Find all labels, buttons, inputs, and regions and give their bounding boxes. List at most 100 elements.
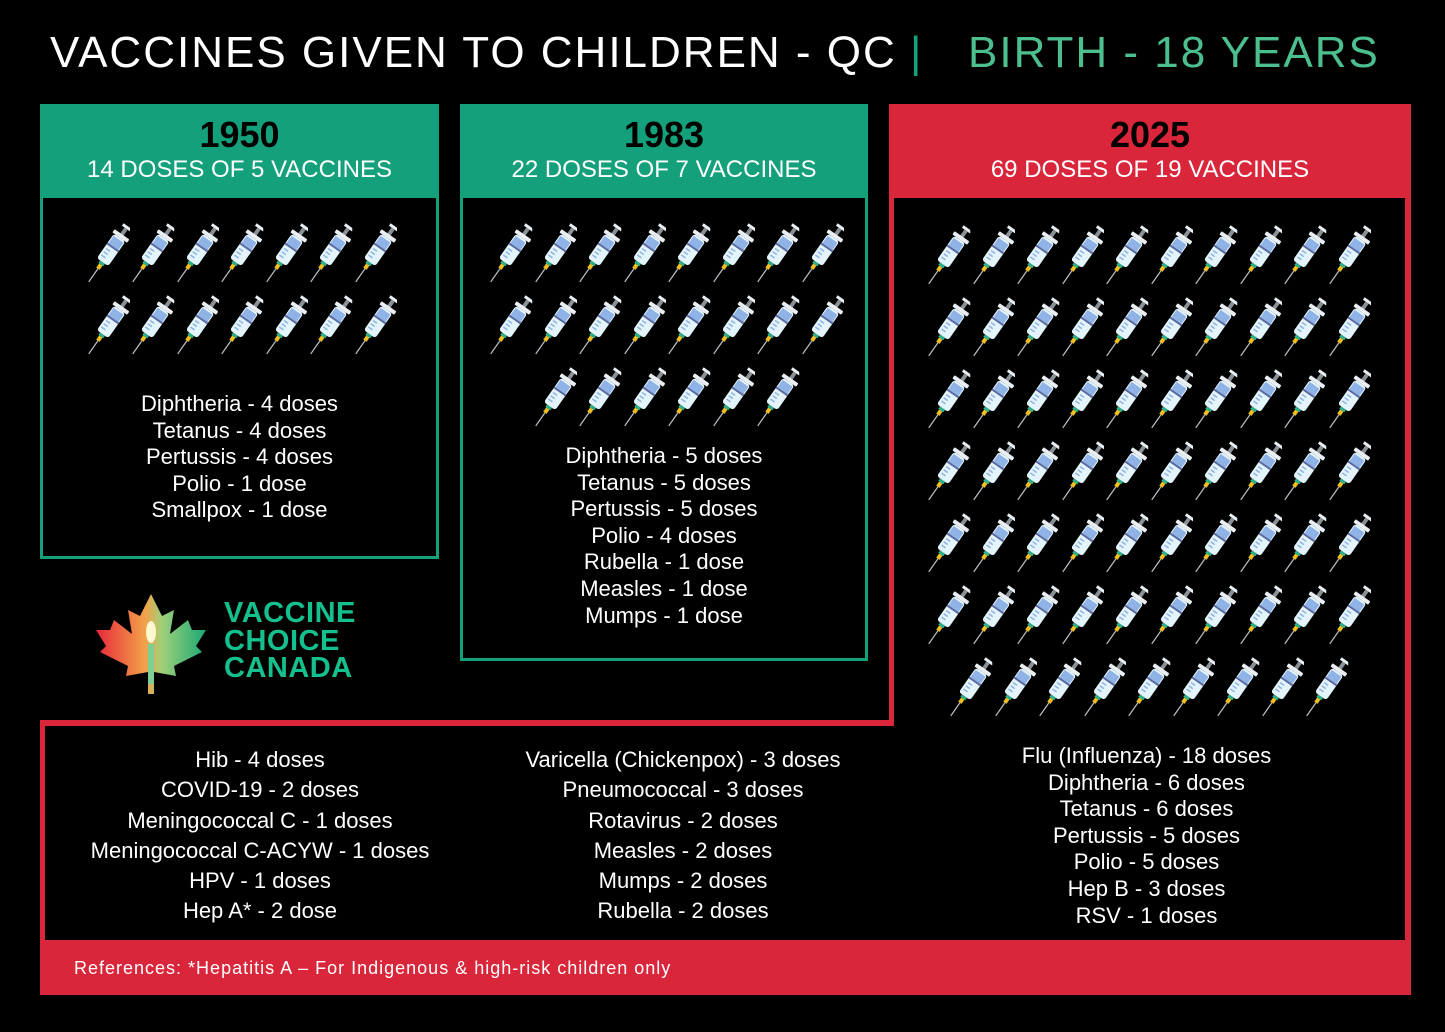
maple-leaf-candle-icon (96, 594, 206, 694)
syringe-icon (1104, 364, 1149, 436)
syringe-icon (1149, 436, 1194, 508)
syringe-icon (926, 580, 971, 652)
panel-year: 1950 (199, 114, 280, 155)
syringe-icon (800, 290, 845, 362)
syringe-grid-2025 (926, 220, 1371, 724)
logo-line: CHOICE (224, 624, 340, 657)
syringe-icon (1149, 580, 1194, 652)
vaccine-list-item: Pertussis - 5 doses (1052, 822, 1241, 848)
logo-line: CANADA (224, 652, 353, 684)
syringe-icon (1282, 364, 1327, 436)
syringe-icon (1193, 508, 1238, 580)
syringe-icon (1149, 508, 1194, 580)
references-note: References: *Hepatitis A – For Indigenou… (74, 958, 672, 978)
syringe-icon (711, 290, 756, 362)
syringe-icon (577, 290, 622, 362)
syringe-icon (86, 218, 131, 290)
syringe-icon (1327, 580, 1372, 652)
syringe-icon (666, 362, 711, 434)
syringe-icon (1126, 652, 1171, 724)
syringe-icon (1060, 364, 1105, 436)
syringe-icon (971, 220, 1016, 292)
syringe-icon (1015, 364, 1060, 436)
syringe-icon (1282, 580, 1327, 652)
vaccine-list-item: Pertussis - 5 doses (570, 496, 758, 522)
vaccine-list-item: Mumps - 1 dose (585, 602, 743, 628)
vaccine-list-2025-col1: Hib - 4 doses COVID-19 - 2 doses Meningoco… (45, 745, 475, 927)
syringe-icon (971, 508, 1016, 580)
syringe-icon (755, 362, 800, 434)
vaccine-list-item: RSV - 1 doses (1075, 902, 1218, 928)
syringe-icon (1015, 508, 1060, 580)
syringe-icon (86, 290, 131, 362)
syringe-icon (926, 220, 971, 292)
syringe-icon (1282, 220, 1327, 292)
syringe-icon (1282, 292, 1327, 364)
syringe-icon (1193, 364, 1238, 436)
panel-summary: 69 DOSES OF 19 VACCINES (990, 156, 1310, 183)
panel-1950-header: 1950 14 DOSES OF 5 VACCINES (40, 104, 439, 184)
vaccine-list-item: HPV - 1 doses (189, 868, 331, 894)
syringe-icon (1193, 292, 1238, 364)
vaccine-list-item: Pertussis - 4 doses (145, 444, 334, 470)
syringe-icon (130, 290, 175, 362)
syringe-icon (622, 218, 667, 290)
syringe-icon (1327, 220, 1372, 292)
title-separator: | (910, 28, 922, 77)
syringe-icon (219, 218, 264, 290)
syringe-icon (993, 652, 1038, 724)
syringe-icon (1104, 580, 1149, 652)
vaccine-list-item: Pneumococcal - 3 doses (562, 777, 804, 803)
syringe-icon (971, 292, 1016, 364)
vaccine-list-item: Polio - 5 doses (1073, 849, 1220, 875)
syringe-icon (1193, 220, 1238, 292)
vaccine-list-2025: Flu (Influenza) - 18 doses Diphtheria - 6… (874, 743, 1419, 929)
syringe-icon (622, 290, 667, 362)
syringe-icon (711, 362, 756, 434)
syringe-icon (971, 436, 1016, 508)
syringe-icon (800, 218, 845, 290)
syringe-icon (1104, 508, 1149, 580)
syringe-grid-1950 (84, 218, 399, 362)
vaccine-list-item: Tetanus - 4 doses (152, 417, 327, 443)
vaccine-list-item: Diphtheria - 5 doses (565, 443, 763, 468)
vaccine-list-item: Diphtheria - 6 doses (1048, 769, 1245, 795)
syringe-icon (1193, 436, 1238, 508)
syringe-icon (622, 362, 667, 434)
syringe-icon (264, 218, 309, 290)
panel-year: 1983 (623, 114, 705, 155)
syringe-icon (130, 218, 175, 290)
vaccine-list-item: Rubella - 1 dose (583, 549, 745, 575)
syringe-icon (1149, 220, 1194, 292)
syringe-icon (926, 508, 971, 580)
panel-1983-header: 1983 22 DOSES OF 7 VACCINES (460, 104, 868, 184)
syringe-icon (666, 218, 711, 290)
vaccine-list-1983: Diphtheria - 5 doses Tetanus - 5 doses Per… (463, 443, 865, 629)
syringe-icon (353, 218, 398, 290)
syringe-icon (1238, 364, 1283, 436)
syringe-icon (1015, 220, 1060, 292)
syringe-icon (353, 290, 398, 362)
syringe-icon (1060, 292, 1105, 364)
vaccine-list-item: Tetanus - 6 doses (1059, 796, 1234, 822)
syringe-icon (533, 290, 578, 362)
syringe-icon (926, 364, 971, 436)
vaccine-list-item: Meningococcal C-ACYW - 1 doses (90, 837, 430, 863)
syringe-icon (1327, 292, 1372, 364)
syringe-icon (1238, 292, 1283, 364)
vaccine-list-item: Diphtheria - 4 doses (141, 391, 338, 416)
syringe-icon (1260, 652, 1305, 724)
syringe-icon (926, 436, 971, 508)
syringe-icon (577, 362, 622, 434)
vaccine-list-1950: Diphtheria - 4 doses Tetanus - 4 doses Per… (43, 391, 436, 524)
vaccine-list-item: Hib - 4 doses (195, 747, 325, 772)
vaccine-list-item: Meningococcal C - 1 doses (127, 807, 393, 833)
syringe-icon (488, 290, 533, 362)
syringe-icon (577, 218, 622, 290)
syringe-icon (1238, 220, 1283, 292)
vaccine-list-item: Tetanus - 5 doses (577, 469, 751, 495)
syringe-icon (1060, 220, 1105, 292)
syringe-icon (308, 290, 353, 362)
vaccine-list-item: Polio - 4 doses (591, 522, 737, 548)
logo-line: VACCINE (224, 597, 356, 629)
